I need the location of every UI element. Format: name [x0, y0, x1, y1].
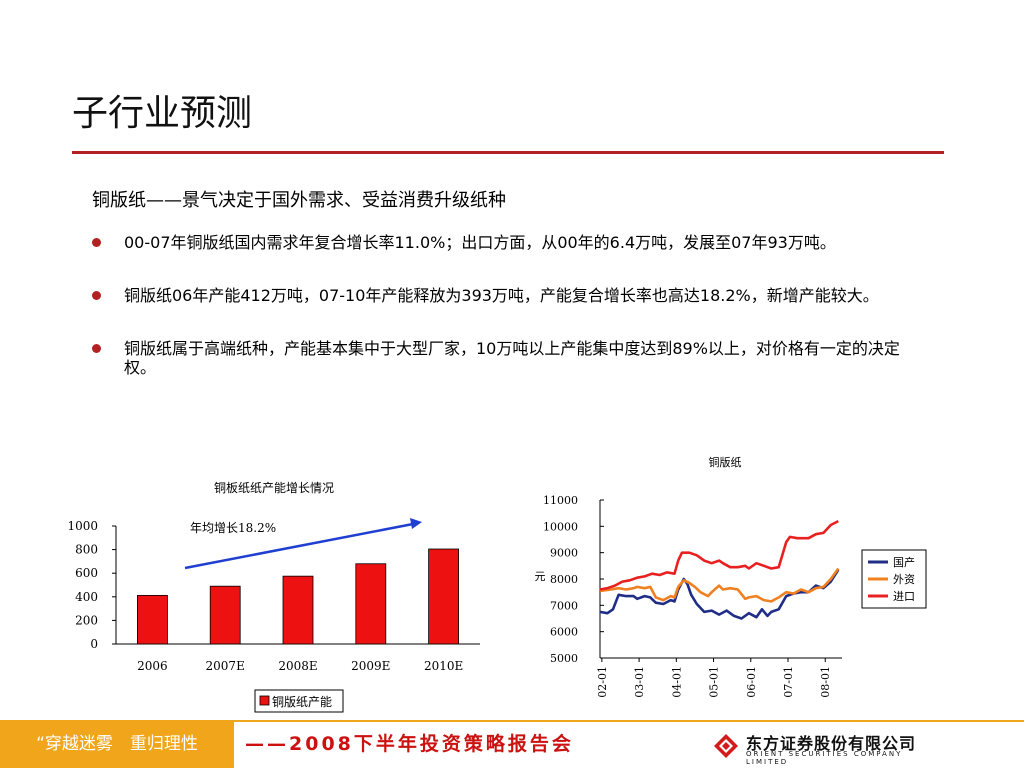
bar-legend-label: 铜版纸产能 — [272, 694, 332, 709]
line-y-tick-label: 10000 — [543, 520, 578, 533]
line-y-tick-label: 8000 — [550, 573, 578, 586]
bar — [137, 594, 168, 645]
line-legend-label: 国产 — [893, 555, 915, 569]
line-chart-axes: 5000 6000 7000 8000 9000 10000 11000 02-01 03-01… — [543, 494, 842, 698]
bullet-dot-icon — [92, 291, 101, 300]
company-logo-english: ORIENT SECURITIES COMPANY LIMITED — [746, 750, 903, 766]
bar-y-tick-label: 1000 — [67, 519, 98, 533]
growth-arrow-head-icon — [410, 518, 422, 529]
series-line — [599, 567, 840, 603]
line-y-tick-label: 11000 — [543, 494, 578, 507]
line-y-tick-label: 6000 — [550, 626, 578, 639]
bar-chart-axes: 0 200 400 600 800 1000 2006 2007E 2008E 2009E 2010… — [67, 519, 480, 673]
bullet-item: 铜版纸属于高端纸种，产能基本集中于大型厂家，10万吨以上产能集中度达到89%以上… — [92, 339, 912, 377]
line-legend-label: 外资 — [893, 573, 915, 586]
bar-y-tick-label: 200 — [75, 613, 98, 627]
company-logo-icon — [714, 734, 738, 758]
bullet-item: 铜版纸06年产能412万吨，07-10年产能释放为393万吨，产能复合增长率也高… — [92, 286, 912, 305]
footer-slogan: “穿越迷雾 重归理性 — [0, 720, 234, 768]
line-y-tick-label: 7000 — [550, 599, 578, 612]
bar-x-tick-label: 2008E — [278, 659, 317, 673]
bar-x-tick-label: 2009E — [351, 659, 390, 673]
series-line — [599, 519, 839, 591]
bar — [282, 575, 314, 645]
bar-chart-title: 铜板纸纸产能增长情况 — [214, 480, 334, 495]
bullet-text: 铜版纸属于高端纸种，产能基本集中于大型厂家，10万吨以上产能集中度达到89%以上… — [124, 339, 900, 377]
bar-y-tick-label: 600 — [75, 566, 98, 580]
bar-chart-bars — [137, 548, 460, 645]
line-x-tick-label: 08-01 — [819, 666, 832, 698]
company-logo: 东方证券股份有限公司 ORIENT SECURITIES COMPANY LIM… — [712, 730, 922, 766]
line-x-tick-label: 07-01 — [782, 666, 795, 698]
line-chart-title: 铜版纸 — [709, 455, 742, 469]
bullet-item: 00-07年铜版纸国内需求年复合增长率11.0%；出口方面，从00年的6.4万吨… — [92, 233, 912, 252]
bar — [209, 585, 241, 645]
capacity-bar-chart: 铜板纸纸产能增长情况 0 200 400 600 800 1000 2006 2007E 200… — [67, 480, 480, 713]
title-divider — [72, 151, 944, 154]
bullet-text: 00-07年铜版纸国内需求年复合增长率11.0%；出口方面，从00年的6.4万吨… — [124, 233, 836, 252]
line-x-tick-label: 06-01 — [745, 666, 758, 698]
bar-x-tick-label: 2006 — [137, 659, 168, 673]
bar-y-tick-label: 0 — [90, 637, 98, 651]
line-x-tick-label: 04-01 — [670, 666, 683, 698]
bar-y-tick-label: 400 — [75, 590, 98, 604]
page-title: 子行业预测 — [72, 93, 253, 134]
footer-bar: “穿越迷雾 重归理性 ——2008下半年投资策略报告会 东方证券股份有限公司 O… — [0, 720, 1024, 768]
line-chart-ylabel: 元 — [535, 570, 546, 583]
bullet-text: 铜版纸06年产能412万吨，07-10年产能释放为393万吨，产能复合增长率也高… — [124, 286, 879, 305]
bullet-dot-icon — [92, 238, 101, 247]
line-y-tick-label: 9000 — [550, 547, 578, 560]
bar-x-tick-label: 2007E — [206, 659, 245, 673]
growth-arrow — [184, 522, 414, 570]
line-y-tick-label: 5000 — [550, 652, 578, 665]
price-line-chart: 铜版纸 元 5000 6000 7000 8000 9000 10000 11000 02-0… — [535, 455, 927, 698]
bar-y-tick-label: 800 — [75, 543, 98, 557]
bullet-list: 00-07年铜版纸国内需求年复合增长率11.0%；出口方面，从00年的6.4万吨… — [92, 233, 912, 411]
line-x-tick-label: 05-01 — [708, 666, 721, 698]
footer-divider — [234, 720, 1024, 722]
bar — [428, 548, 460, 645]
line-x-tick-label: 02-01 — [596, 666, 609, 698]
line-legend-label: 进口 — [893, 590, 915, 603]
bar-x-tick-label: 2010E — [424, 659, 463, 673]
line-chart-series — [599, 519, 840, 620]
section-heading: 铜版纸——景气决定于国外需求、受益消费升级纸种 — [92, 190, 506, 211]
footer-event-title: ——2008下半年投资策略报告会 — [245, 733, 574, 755]
bar-legend-swatch — [259, 695, 270, 706]
bar-chart-annotation: 年均增长18.2% — [190, 521, 276, 535]
bullet-dot-icon — [92, 344, 101, 353]
line-x-tick-label: 03-01 — [633, 666, 646, 698]
company-logo-name: 东方证券股份有限公司 — [746, 734, 917, 753]
bar-chart-legend: 铜版纸产能 — [254, 689, 344, 713]
bar — [355, 563, 387, 645]
